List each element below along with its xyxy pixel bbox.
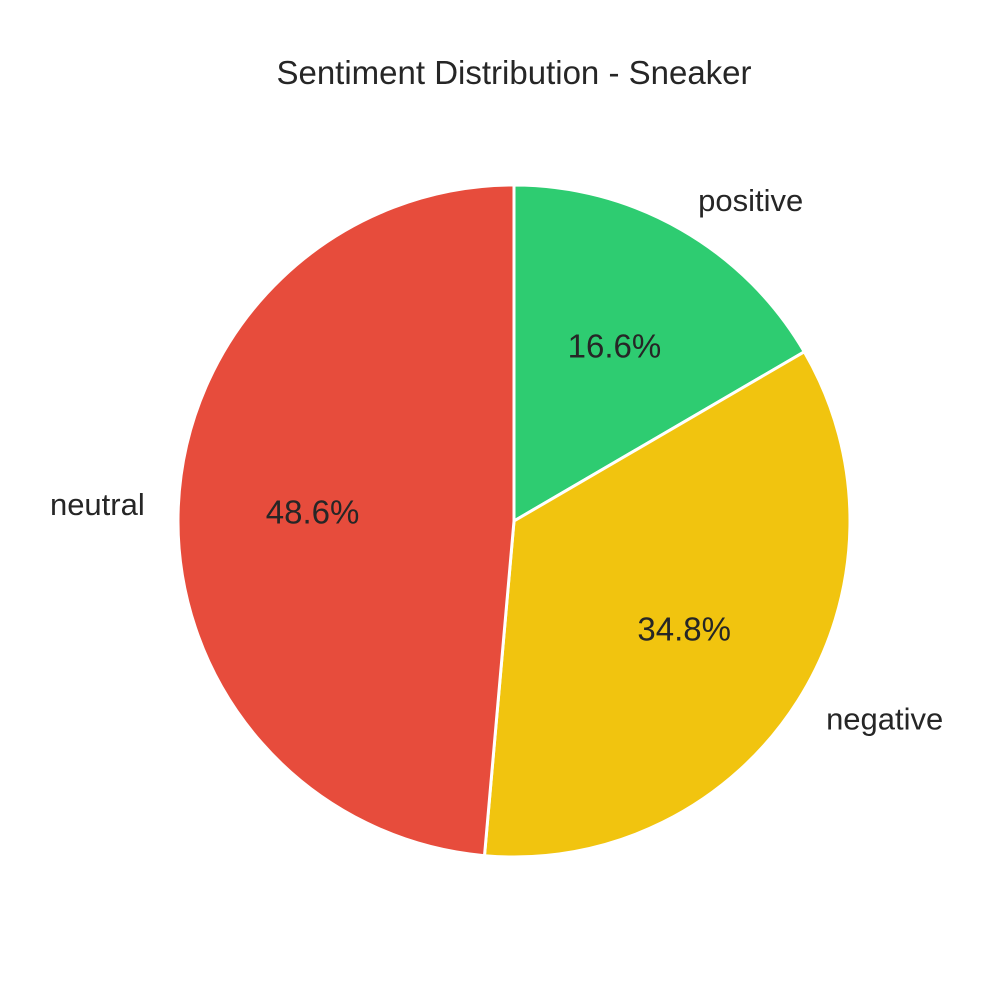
pie-slices	[176, 183, 852, 859]
pie-slice-positive	[512, 183, 806, 523]
slice-label-neutral: neutral	[50, 487, 145, 522]
slice-label-positive: positive	[698, 183, 803, 218]
pct-label-neutral: 48.6%	[266, 494, 360, 531]
pct-label-positive: 16.6%	[568, 328, 662, 365]
pie-slice-negative	[482, 350, 852, 859]
chart-title: Sentiment Distribution - Sneaker	[276, 54, 751, 91]
slice-label-negative: negative	[826, 702, 943, 737]
pct-label-negative: 34.8%	[637, 611, 731, 648]
pie-labels: 16.6% positive 34.8% negative 48.6% neutral	[50, 183, 943, 737]
pie-slice-neutral	[176, 183, 516, 858]
